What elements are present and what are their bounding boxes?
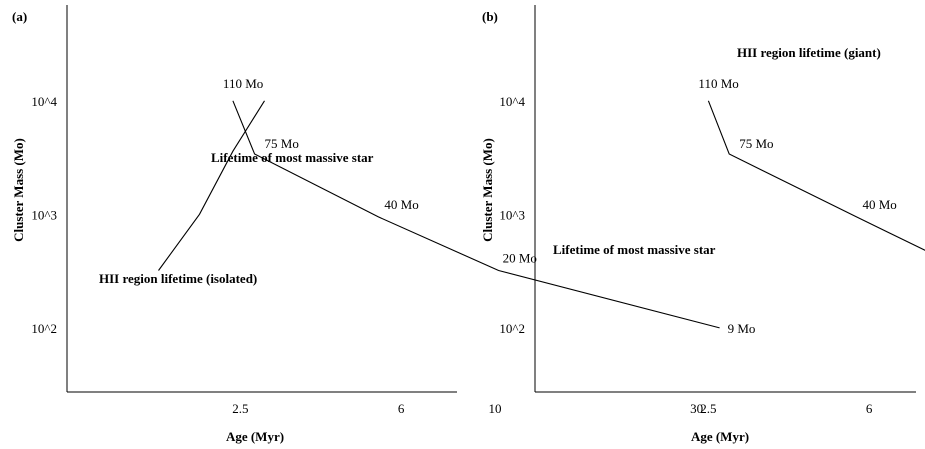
panel-b-y-tick-label: 10^4: [499, 94, 525, 109]
panel-a-x-tick-label: 10: [488, 401, 501, 416]
panel-b-y-tick-label: 10^3: [499, 207, 525, 222]
panel-b-label: (b): [482, 9, 498, 24]
panel-a-x-tick-label: 6: [398, 401, 405, 416]
panel-b-series-1-line: [707, 100, 925, 251]
panel-a-series-1-line: [232, 100, 720, 329]
panel-a-x-tick-label: 30: [690, 401, 703, 416]
panel-a-y-tick-label: 10^3: [31, 207, 57, 222]
panel-b-y-axis-title: Cluster Mass (Mo): [480, 138, 495, 242]
panel-a-label: (a): [12, 9, 27, 24]
panel-b-x-axis-title: Age (Myr): [691, 429, 749, 444]
panel-b-point-label: 75 Mo: [739, 136, 773, 151]
panel-a-y-tick-label: 10^2: [31, 321, 57, 336]
panel-a-x-tick-label: 2.5: [232, 401, 248, 416]
panel-b-point-label: 40 Mo: [862, 197, 896, 212]
panel-a-y-tick-label: 10^4: [31, 94, 57, 109]
panel-b-x-tick-label: 2.5: [700, 401, 716, 416]
panel-a-x-axis-title: Age (Myr): [226, 429, 284, 444]
panel-a-series-2-name: HII region lifetime (isolated): [99, 271, 257, 286]
panel-a-y-axis-title: Cluster Mass (Mo): [11, 138, 26, 242]
panel-a-point-label: 20 Mo: [503, 251, 537, 266]
panel-a-series-1-name: Lifetime of most massive star: [211, 150, 374, 165]
panel-a-point-label: 110 Mo: [223, 76, 263, 91]
panel-a-point-label: 9 Mo: [728, 321, 756, 336]
panel-b-series-2-name: HII region lifetime (giant): [737, 45, 881, 60]
panel-b-y-tick-label: 10^2: [499, 321, 525, 336]
panel-a-point-label: 40 Mo: [384, 197, 418, 212]
panel-b-point-label: 110 Mo: [698, 76, 738, 91]
panel-b-x-tick-label: 6: [866, 401, 873, 416]
panel-a-series-2-line: [158, 100, 265, 271]
panel-a-point-label: 75 Mo: [265, 136, 299, 151]
panel-b-series-1-name: Lifetime of most massive star: [553, 242, 716, 257]
